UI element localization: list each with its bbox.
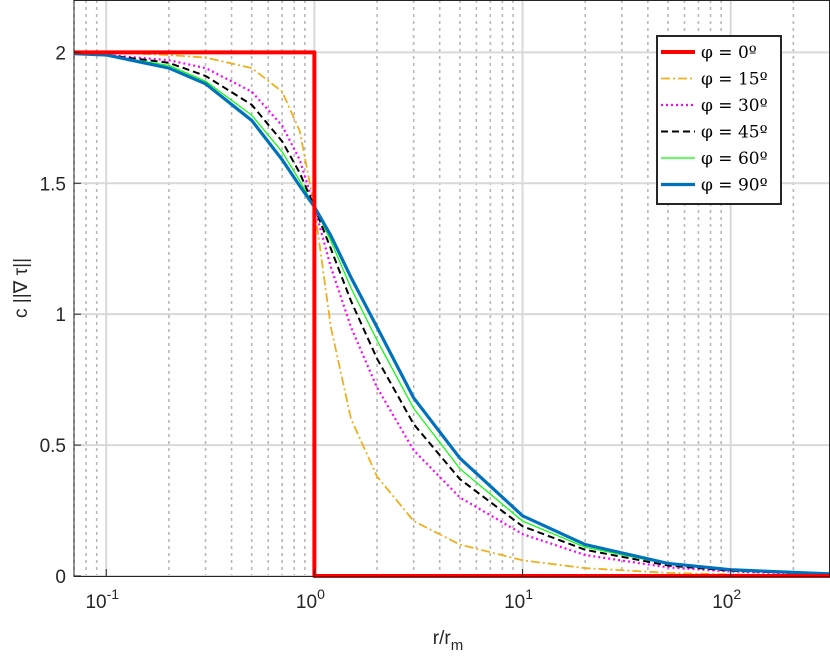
legend-label-0: φ = 0º xyxy=(701,43,757,63)
legend-label-4: φ = 60º xyxy=(701,149,768,169)
y-axis-label: c ||∇ τ|| xyxy=(11,258,32,318)
x-tick-base: 10 xyxy=(85,592,106,613)
x-tick-exponent: 0 xyxy=(317,586,325,602)
legend: φ = 0º φ = 15º φ = 30º φ = 45º φ = 60º φ = 90… xyxy=(656,35,782,205)
x-tick-base: 10 xyxy=(712,592,733,613)
series-line-1 xyxy=(74,51,830,577)
x-axis-label: r/rm xyxy=(433,628,463,654)
x-tick-label: 100 xyxy=(296,586,325,613)
x-axis-label-subscript: m xyxy=(451,637,464,654)
x-tick-label: 102 xyxy=(712,586,741,613)
y-tick-label: 1 xyxy=(55,305,66,326)
series-line-2 xyxy=(73,51,830,576)
x-tick-base: 10 xyxy=(296,592,317,613)
legend-label-3: φ = 45º xyxy=(701,123,768,143)
y-tick-label: 0.5 xyxy=(40,436,66,457)
x-tick-exponent: 2 xyxy=(733,586,741,602)
legend-label-5: φ = 90º xyxy=(701,176,768,196)
y-tick-label: 1.5 xyxy=(40,174,66,195)
legend-label-1: φ = 15º xyxy=(701,70,768,90)
legend-label-2: φ = 30º xyxy=(701,96,768,116)
series-line-3 xyxy=(73,52,830,576)
x-tick-label: 10-1 xyxy=(85,586,119,613)
y-tick-label: 2 xyxy=(55,43,66,64)
x-tick-exponent: 1 xyxy=(525,586,533,602)
series-line-5 xyxy=(73,52,830,576)
series-line-4 xyxy=(73,53,830,575)
x-tick-label: 101 xyxy=(504,586,533,613)
x-tick-exponent: -1 xyxy=(107,586,120,602)
x-tick-base: 10 xyxy=(504,592,525,613)
legend-box xyxy=(656,35,782,205)
grid xyxy=(73,0,830,577)
y-tick-label: 0 xyxy=(55,567,66,588)
